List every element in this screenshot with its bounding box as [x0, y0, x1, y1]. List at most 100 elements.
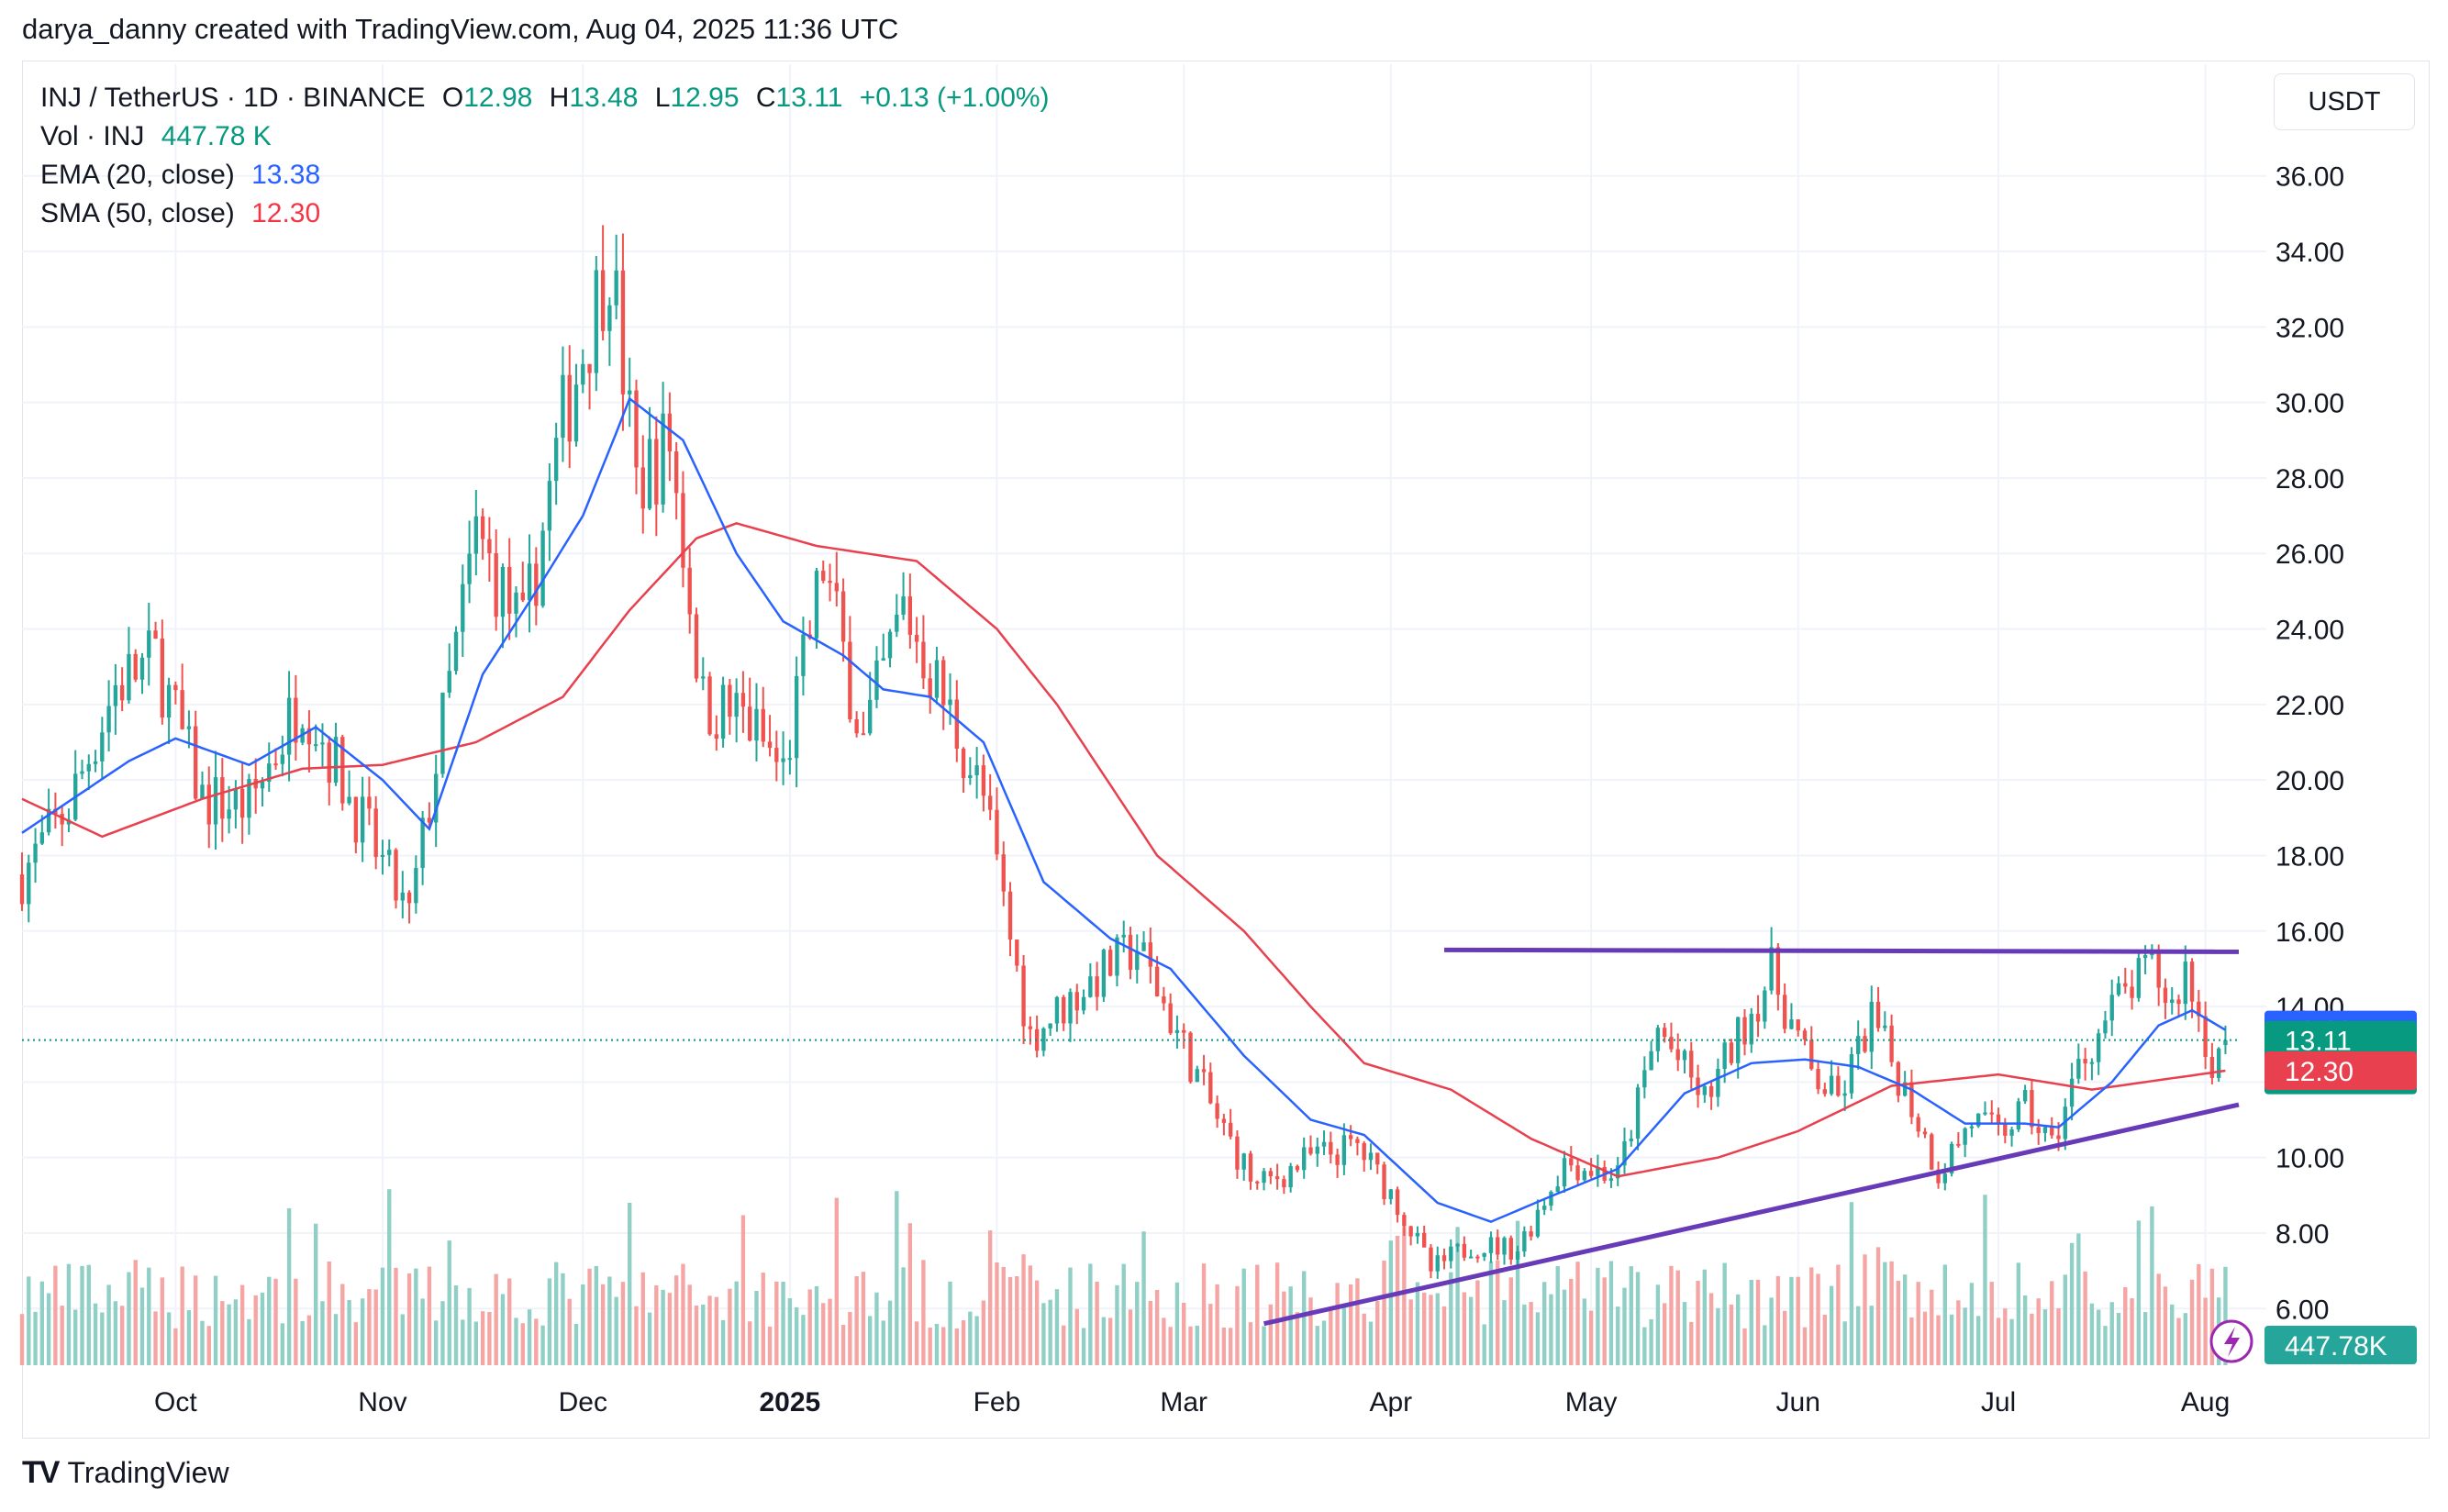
candle[interactable]: [748, 706, 752, 741]
candle[interactable]: [781, 758, 785, 762]
candle[interactable]: [995, 809, 999, 855]
candle[interactable]: [147, 630, 151, 658]
candle[interactable]: [273, 763, 278, 766]
candle[interactable]: [2042, 1127, 2048, 1133]
candle[interactable]: [607, 305, 612, 331]
currency-selector[interactable]: USDT: [2274, 73, 2415, 130]
candle[interactable]: [1515, 1251, 1520, 1260]
candle[interactable]: [740, 693, 746, 707]
candle[interactable]: [540, 530, 545, 606]
candle[interactable]: [2209, 1057, 2215, 1078]
candle[interactable]: [1274, 1176, 1280, 1180]
candle[interactable]: [1429, 1247, 1433, 1272]
candle[interactable]: [1989, 1112, 1994, 1115]
candle[interactable]: [1449, 1246, 1453, 1262]
candle[interactable]: [1188, 1032, 1193, 1083]
candle[interactable]: [761, 708, 765, 742]
candle[interactable]: [854, 718, 859, 734]
candle[interactable]: [681, 493, 685, 568]
candle[interactable]: [440, 692, 445, 774]
candle[interactable]: [654, 439, 659, 505]
candle[interactable]: [734, 693, 739, 717]
candle[interactable]: [1201, 1069, 1207, 1073]
candle[interactable]: [2116, 983, 2121, 995]
candle[interactable]: [1829, 1075, 1834, 1095]
candle[interactable]: [527, 563, 532, 601]
candle[interactable]: [961, 749, 966, 779]
candle[interactable]: [467, 553, 472, 584]
candle[interactable]: [1001, 854, 1006, 892]
candle[interactable]: [573, 384, 579, 442]
candle[interactable]: [1162, 995, 1166, 1004]
candle[interactable]: [1936, 1169, 1941, 1184]
candle[interactable]: [1675, 1049, 1680, 1061]
candle[interactable]: [801, 634, 806, 676]
candle[interactable]: [1028, 1026, 1033, 1029]
candle[interactable]: [1355, 1139, 1360, 1143]
candle[interactable]: [840, 591, 846, 642]
candle[interactable]: [1896, 1062, 1901, 1096]
candle[interactable]: [594, 270, 599, 373]
candle[interactable]: [1722, 1042, 1727, 1069]
candle[interactable]: [347, 796, 351, 804]
candle[interactable]: [394, 850, 398, 901]
candle[interactable]: [794, 675, 799, 759]
candle[interactable]: [1541, 1206, 1547, 1210]
candle[interactable]: [1608, 1178, 1614, 1181]
candle[interactable]: [1308, 1147, 1313, 1154]
candle[interactable]: [1816, 1069, 1820, 1090]
candle[interactable]: [1742, 1017, 1747, 1045]
candle[interactable]: [206, 784, 211, 825]
candle[interactable]: [2056, 1135, 2061, 1140]
candle[interactable]: [93, 761, 98, 764]
candle[interactable]: [1976, 1113, 1981, 1127]
candle[interactable]: [2142, 955, 2148, 959]
candle[interactable]: [280, 754, 284, 764]
support-trendline[interactable]: [1263, 1102, 2240, 1327]
candle[interactable]: [1435, 1255, 1440, 1272]
candle[interactable]: [1081, 996, 1086, 1011]
candle[interactable]: [2089, 1062, 2095, 1064]
candle[interactable]: [294, 697, 298, 743]
candle[interactable]: [1415, 1232, 1420, 1237]
candle[interactable]: [895, 614, 899, 632]
candle[interactable]: [1255, 1181, 1260, 1184]
candle[interactable]: [286, 697, 292, 755]
candle[interactable]: [2003, 1123, 2008, 1136]
candle[interactable]: [1529, 1231, 1533, 1237]
candle[interactable]: [707, 676, 712, 735]
candle[interactable]: [1268, 1171, 1274, 1177]
candle[interactable]: [954, 699, 959, 750]
candle[interactable]: [1115, 937, 1119, 976]
candle[interactable]: [928, 678, 932, 698]
candle[interactable]: [1208, 1072, 1213, 1104]
candle[interactable]: [227, 809, 231, 819]
candle[interactable]: [461, 584, 465, 632]
candle[interactable]: [1963, 1128, 1967, 1145]
candle[interactable]: [974, 765, 979, 775]
candle[interactable]: [507, 566, 512, 614]
candle[interactable]: [1496, 1237, 1500, 1255]
candle[interactable]: [86, 763, 91, 772]
candle[interactable]: [414, 868, 418, 904]
candle[interactable]: [968, 774, 973, 779]
candle[interactable]: [160, 639, 165, 718]
candle[interactable]: [2069, 1078, 2075, 1107]
candle[interactable]: [1809, 1040, 1814, 1070]
candle[interactable]: [1315, 1146, 1319, 1154]
candle[interactable]: [887, 631, 893, 659]
candle[interactable]: [1221, 1118, 1227, 1123]
candle[interactable]: [80, 771, 84, 774]
candle[interactable]: [1335, 1154, 1340, 1165]
candle[interactable]: [106, 706, 111, 733]
candle[interactable]: [427, 817, 432, 823]
candle[interactable]: [1555, 1186, 1560, 1193]
candle[interactable]: [520, 592, 525, 601]
candle[interactable]: [1796, 1019, 1800, 1031]
volume-badge[interactable]: 447.78K: [2264, 1326, 2417, 1364]
candle[interactable]: [620, 270, 626, 395]
candle[interactable]: [113, 684, 118, 706]
candle[interactable]: [2170, 999, 2175, 1004]
candle[interactable]: [1135, 951, 1140, 971]
candle[interactable]: [27, 862, 31, 905]
